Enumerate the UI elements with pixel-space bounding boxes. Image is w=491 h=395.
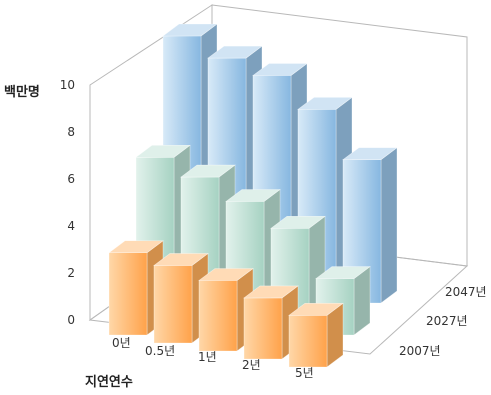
bar <box>243 285 299 360</box>
bar-top-face <box>225 189 281 202</box>
category-label: 5년 <box>295 366 314 380</box>
bar-top-face <box>108 240 164 254</box>
bar-front-face <box>288 314 328 368</box>
bar-top-face <box>198 268 254 281</box>
bar-front-face <box>153 265 193 344</box>
bar-front-face <box>198 280 238 352</box>
bar-front-face <box>108 252 148 336</box>
bar <box>288 302 344 368</box>
y-tick-label: 8 <box>67 125 75 139</box>
y-tick-label: 10 <box>60 78 75 92</box>
series-labels: 2007년 2027년 2047년 <box>399 285 487 358</box>
bar-top-face <box>297 97 353 110</box>
x-axis-title: 지연연수 <box>85 375 133 390</box>
bars-group <box>108 23 398 368</box>
bar-top-face <box>270 216 326 229</box>
category-label: 0년 <box>112 336 131 350</box>
bar-top-face <box>243 285 299 299</box>
y-tick-label: 0 <box>67 313 75 327</box>
series-label: 2007년 <box>399 344 441 358</box>
category-label: 2년 <box>242 358 261 372</box>
y-tick-label: 2 <box>67 266 75 280</box>
bar-top-face <box>135 145 191 158</box>
category-labels: 0년 0.5년 1년 2년 5년 <box>112 336 314 380</box>
bar-top-face <box>252 63 308 76</box>
series-label: 2027년 <box>426 314 468 328</box>
bar-top-face <box>180 164 236 178</box>
bar-top-face <box>153 253 209 266</box>
bar <box>153 252 209 344</box>
bar-top-face <box>288 302 344 316</box>
y-axis-title: 백만명 <box>4 84 40 100</box>
bar-top-face <box>162 23 218 37</box>
bar-side-face <box>380 147 398 304</box>
bar-top-face <box>207 45 263 59</box>
bar-front-face <box>243 297 283 360</box>
bar-top-face <box>315 266 371 279</box>
y-axis-ticks: 0 2 4 6 8 10 <box>60 78 75 327</box>
bar-top-face <box>342 147 398 160</box>
y-tick-label: 4 <box>67 219 75 233</box>
y-tick-label: 6 <box>67 172 75 186</box>
series-label: 2047년 <box>445 285 487 299</box>
category-label: 0.5년 <box>145 344 175 358</box>
category-label: 1년 <box>198 350 217 364</box>
